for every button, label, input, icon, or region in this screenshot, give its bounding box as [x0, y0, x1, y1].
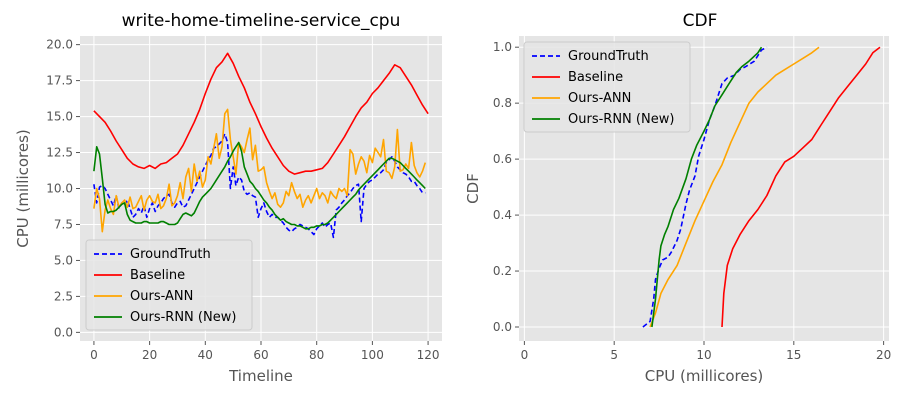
timeline-legend-label: Ours-RNN (New): [130, 310, 236, 325]
cdf-x-tick-label: 10: [696, 348, 711, 362]
cdf-y-axis-label: CDF: [464, 173, 482, 204]
timeline-chart-title: write-home-timeline-service_cpu: [122, 11, 401, 31]
timeline-y-tick-label: 5.0: [54, 253, 73, 267]
cdf-x-tick-label: 0: [521, 348, 529, 362]
cdf-legend: GroundTruth Baseline Ours-ANN Ours-RNN (New…: [523, 41, 691, 133]
cdf-y-tick-label: 0.2: [493, 264, 512, 278]
timeline-x-tick-label: 40: [198, 348, 213, 362]
cdf-x-tick-label: 20: [876, 348, 891, 362]
timeline-series-ours-ann: [93, 108, 427, 233]
timeline-x-tick-label: 0: [90, 348, 98, 362]
cdf-x-axis-label: CPU (millicores): [645, 367, 764, 385]
timeline-series-baseline: [93, 52, 429, 175]
timeline-x-tick-label: 20: [142, 348, 157, 362]
timeline-legend: GroundTruth Baseline Ours-ANN Ours-RNN (New…: [85, 239, 253, 331]
timeline-legend-frame: [85, 239, 253, 331]
cdf-legend-label: Ours-ANN: [568, 91, 631, 106]
timeline-x-tick-label: 60: [253, 348, 268, 362]
cdf-x-tick-label: 5: [610, 348, 618, 362]
timeline-x-tick-label: 80: [309, 348, 324, 362]
timeline-series-ours-rnn-new: [93, 141, 426, 230]
timeline-x-axis-label: Timeline: [228, 367, 293, 385]
cdf-chart-title: CDF: [683, 11, 718, 31]
timeline-y-tick-label: 2.5: [54, 289, 73, 303]
timeline-x-tick-label: 120: [417, 348, 440, 362]
timeline-y-tick-label: 17.5: [46, 74, 73, 88]
cdf-chart: 0 5 10 15 20 0.0 0.2 0.4 0.6 0.8 1.0 CDF CPU (millic…: [464, 11, 891, 385]
timeline-chart: 0 20 40 60 80 100 120 0.0 2.5 5.0 7.5 10.0 12.5 15.0 1…: [14, 11, 442, 385]
cdf-series-baseline: [721, 46, 881, 328]
cdf-y-tick-label: 1.0: [493, 40, 512, 54]
timeline-y-tick-label: 7.5: [54, 217, 73, 231]
cdf-y-tick-label: 0.4: [493, 208, 512, 222]
cdf-series-ours-rnn-new: [651, 46, 763, 328]
cdf-legend-label: Baseline: [568, 70, 623, 85]
timeline-y-tick-label: 0.0: [54, 325, 73, 339]
timeline-series-groundtruth: [93, 133, 426, 239]
cdf-y-tick-label: 0.8: [493, 96, 512, 110]
timeline-y-tick-label: 12.5: [46, 146, 73, 160]
timeline-legend-label: Baseline: [130, 268, 185, 283]
timeline-x-tick-label: 100: [361, 348, 384, 362]
cdf-legend-label: Ours-RNN (New): [568, 112, 674, 127]
cdf-legend-frame: [523, 41, 691, 133]
timeline-y-tick-label: 20.0: [46, 38, 73, 52]
timeline-legend-label: GroundTruth: [130, 247, 211, 262]
cdf-y-tick-label: 0.0: [493, 320, 512, 334]
timeline-y-axis-label: CPU (millicores): [14, 129, 32, 248]
cdf-series-ours-ann: [649, 46, 820, 328]
timeline-y-tick-label: 15.0: [46, 110, 73, 124]
cdf-x-tick-label: 15: [786, 348, 801, 362]
cdf-y-tick-label: 0.6: [493, 152, 512, 166]
timeline-y-tick-label: 10.0: [46, 182, 73, 196]
timeline-legend-label: Ours-ANN: [130, 289, 193, 304]
cdf-legend-label: GroundTruth: [568, 49, 649, 64]
